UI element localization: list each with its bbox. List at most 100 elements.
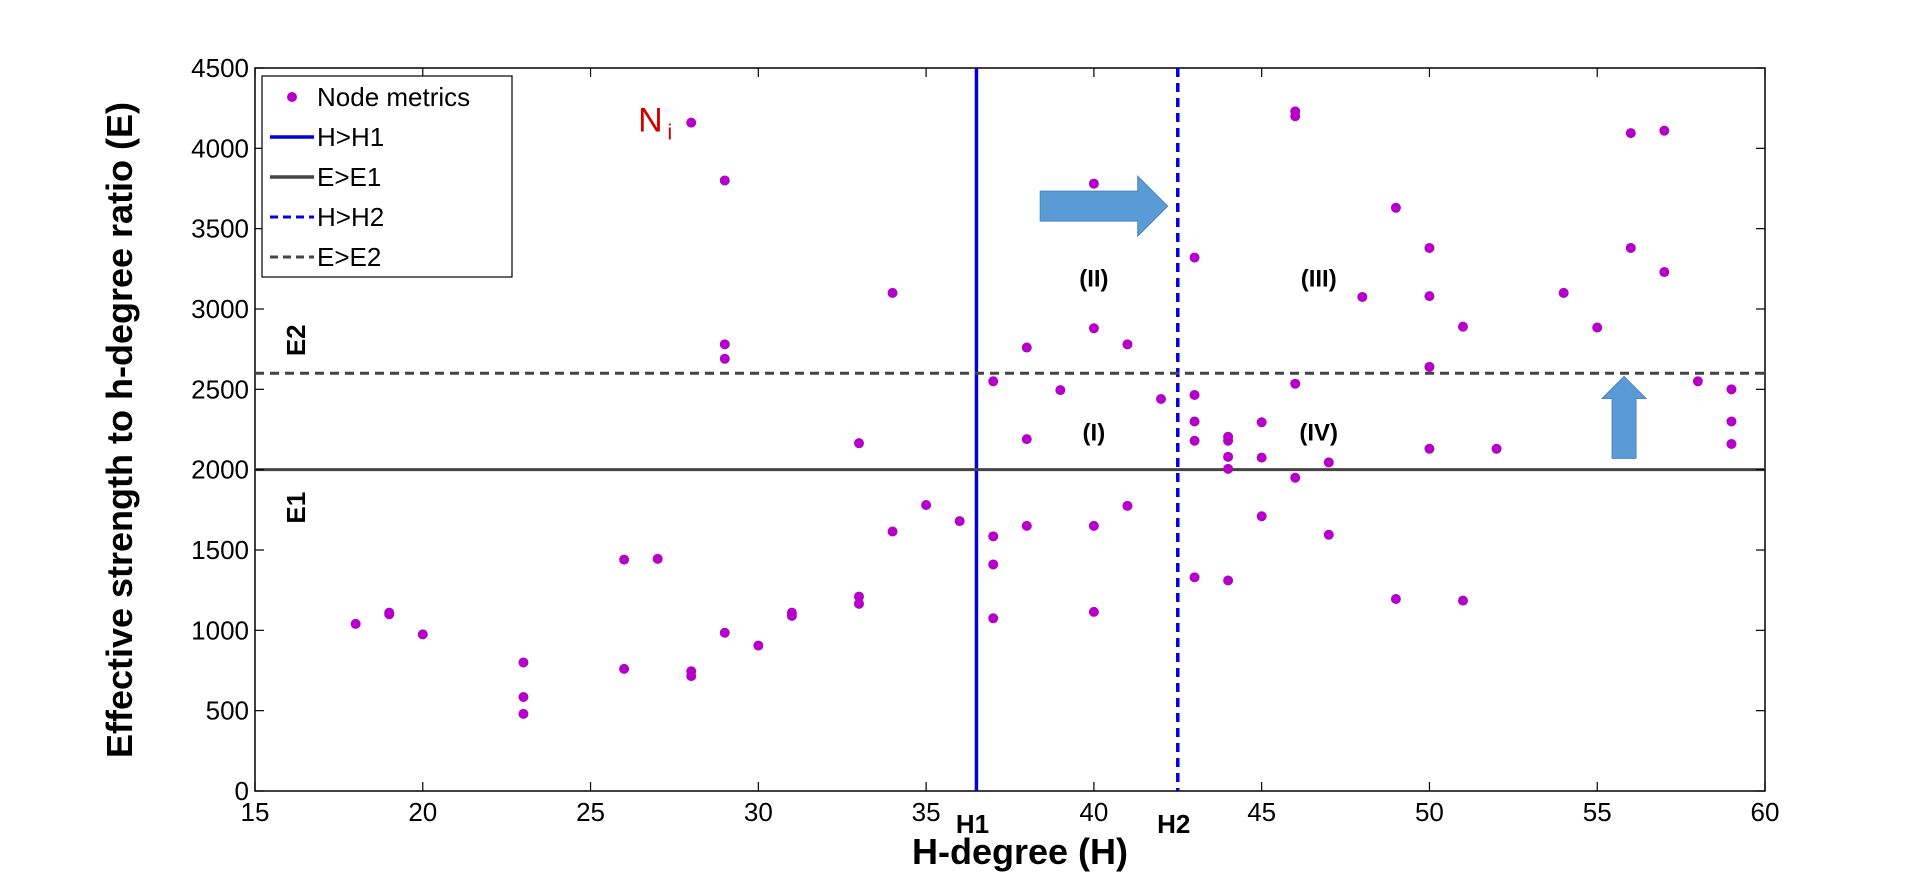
data-point — [988, 376, 999, 387]
arrows — [1039, 174, 1648, 459]
x-axis-title: H-degree (H) — [912, 831, 1128, 872]
reference-label-h1: H1 — [956, 809, 989, 839]
data-point — [1021, 520, 1032, 531]
reference-label-e1: E1 — [281, 492, 311, 524]
y-tick-label-6: 3000 — [191, 294, 249, 324]
y-tick-label-4: 2000 — [191, 455, 249, 485]
data-point — [1021, 434, 1032, 445]
data-point — [1189, 389, 1200, 400]
data-point — [1659, 267, 1670, 278]
y-tick-label-7: 3500 — [191, 214, 249, 244]
y-tick-label-8: 4000 — [191, 133, 249, 163]
data-point — [1390, 202, 1401, 213]
data-point — [1458, 321, 1468, 332]
data-point — [1189, 572, 1200, 583]
legend: Node metrics H>H1 E>E1 H>H2 E>E2 — [261, 75, 513, 278]
data-point — [786, 610, 797, 621]
x-tick-label-9: 60 — [1751, 797, 1780, 827]
data-point — [384, 609, 395, 620]
region-label-0: (I) — [1083, 420, 1106, 447]
data-point — [1088, 323, 1099, 334]
data-point — [1692, 376, 1703, 387]
data-point — [1357, 291, 1368, 302]
data-point — [854, 591, 864, 602]
x-tick-label-3: 30 — [744, 797, 773, 827]
data-point — [1458, 595, 1468, 606]
data-point — [1726, 384, 1737, 395]
x-tick-label-5: 40 — [1079, 797, 1108, 827]
data-point — [1625, 242, 1636, 253]
data-point — [652, 553, 663, 564]
data-point — [921, 500, 932, 511]
y-tick-label-9: 4500 — [191, 53, 249, 83]
data-point — [350, 618, 361, 629]
data-point — [1189, 252, 1200, 263]
data-point — [619, 554, 630, 565]
arrow-up-1 — [1600, 375, 1648, 459]
reference-label-e2: E2 — [281, 324, 311, 356]
data-point — [1424, 291, 1435, 302]
region-labels: (I) (II) (III) (IV) — [1079, 265, 1338, 446]
legend-label-e2: E>E2 — [317, 242, 381, 272]
data-point — [1424, 242, 1435, 253]
data-point — [1223, 575, 1234, 586]
legend-marker-node-metrics — [287, 92, 297, 102]
x-tick-label-7: 50 — [1415, 797, 1444, 827]
data-point — [719, 627, 730, 638]
data-point — [1323, 529, 1334, 540]
data-point — [719, 353, 730, 364]
data-point — [753, 640, 764, 651]
x-tick-label-2: 25 — [576, 797, 605, 827]
data-point — [1558, 287, 1569, 298]
reference-label-h2: H2 — [1157, 809, 1190, 839]
reference-labels: H1 E1 H2 E2 — [281, 324, 1190, 839]
data-point — [518, 657, 529, 668]
data-point — [1290, 378, 1301, 389]
data-point — [854, 438, 864, 449]
data-point — [719, 339, 730, 350]
annotation-node-subscript: i — [667, 119, 672, 144]
data-point — [1088, 520, 1099, 531]
x-tick-label-0: 15 — [241, 797, 270, 827]
y-tick-label-0: 0 — [235, 776, 249, 806]
x-tick-label-6: 45 — [1247, 797, 1276, 827]
arrow-right-0 — [1039, 174, 1169, 238]
data-point — [988, 613, 999, 624]
y-axis-title: Effective strength to h-degree ratio (E) — [99, 102, 140, 758]
data-point — [1122, 500, 1133, 511]
data-point — [1491, 443, 1502, 454]
data-point — [988, 559, 999, 570]
data-point — [1256, 452, 1267, 463]
data-point — [1726, 416, 1737, 427]
data-point — [988, 531, 999, 542]
y-tick-label-1: 500 — [206, 696, 249, 726]
reference-lines — [255, 68, 1765, 791]
region-label-2: (III) — [1301, 265, 1337, 292]
data-point — [1156, 393, 1166, 404]
legend-label-e1: E>E1 — [317, 162, 381, 192]
data-point — [1223, 463, 1234, 474]
data-point — [719, 175, 730, 186]
data-point — [1592, 322, 1603, 333]
data-point — [1290, 111, 1301, 122]
data-point — [1424, 443, 1435, 454]
data-point — [1223, 451, 1234, 462]
x-tick-label-4: 35 — [912, 797, 941, 827]
data-point — [1390, 594, 1401, 605]
data-point — [1726, 438, 1737, 449]
data-point — [518, 692, 529, 703]
data-point — [854, 598, 864, 609]
y-tick-label-5: 2500 — [191, 374, 249, 404]
data-point — [954, 516, 965, 527]
data-point — [1256, 417, 1267, 428]
x-tick-label-8: 55 — [1583, 797, 1612, 827]
legend-label-node-metrics: Node metrics — [317, 82, 470, 112]
data-point — [1424, 361, 1435, 372]
x-tick-label-1: 20 — [408, 797, 437, 827]
legend-label-h1: H>H1 — [317, 122, 384, 152]
data-point — [619, 663, 630, 674]
data-point — [1659, 125, 1670, 136]
data-point — [887, 287, 898, 298]
